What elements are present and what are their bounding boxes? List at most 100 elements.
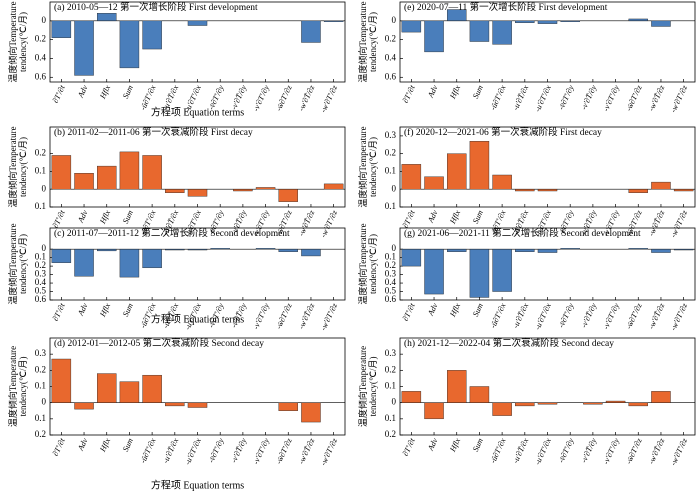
plot-frame: [49, 337, 346, 436]
x-tick-label: Sum: [471, 302, 485, 318]
panel-title: (b) 2011-02—2011-06 第一次衰减阶段 First decay: [54, 126, 253, 138]
bar: [119, 381, 140, 403]
x-tick-label: ∂T'/∂t: [401, 301, 417, 322]
y-tick-label: 0.5: [385, 286, 397, 296]
y-tick-label: 0.4: [35, 277, 47, 287]
y-axis-label: 温度倾向Temperature: [357, 346, 368, 427]
bar: [142, 155, 162, 190]
x-tick-label: -w'∂T̄/∂z: [647, 436, 667, 465]
panel-title: (h) 2021-12—2022-04 第二次衰减阶段 Second decay: [404, 337, 614, 349]
bar: [187, 20, 208, 26]
y-axis-label: 温度倾向Temperature: [7, 126, 18, 207]
x-tick-label: -ū∂T'/∂x: [138, 436, 158, 464]
bar: [469, 20, 490, 42]
y-tick-label: 0.1: [385, 166, 396, 176]
x-tick-label: -v'∂T'/∂y: [601, 301, 621, 330]
x-tick-label: Hflx: [448, 83, 463, 101]
y-axis-label: 温度倾向Temperature: [357, 126, 368, 207]
x-tick-label: -w'∂T'/∂z: [669, 83, 690, 114]
bar: [424, 20, 444, 53]
x-tick-label: -ū∂T'/∂x: [488, 436, 508, 464]
bar: [278, 248, 299, 252]
bar: [651, 181, 671, 190]
y-axis-label: 温度倾向Temperature: [357, 223, 368, 304]
x-tick-label: ∂T'/∂t: [401, 208, 417, 229]
x-tick-label: Sum: [471, 209, 485, 225]
x-tick-label: -w̄∂T'/∂z: [274, 301, 294, 330]
bar: [187, 189, 208, 197]
bar: [492, 248, 512, 292]
panel-title: (d) 2012-01—2012-05 第二次衰减阶段 Second decay: [54, 337, 264, 349]
bar: [469, 386, 490, 403]
bar: [651, 391, 671, 403]
bar: [628, 189, 649, 193]
y-tick-label: 0: [42, 243, 47, 253]
x-tick-label: Sum: [121, 437, 135, 453]
bar: [560, 20, 580, 22]
bar: [51, 155, 72, 190]
x-tick-label: -v'∂T'/∂y: [601, 83, 621, 112]
y-tick-label: 0: [392, 397, 397, 407]
bar: [628, 18, 649, 22]
bar: [51, 248, 72, 263]
bar: [424, 402, 444, 420]
bar: [560, 248, 580, 250]
panel-title: (e) 2020-07—11 第一次增长阶段 First development: [404, 1, 608, 13]
x-tick-label: Sum: [121, 302, 135, 318]
y-tick-label: 0.2: [35, 364, 46, 374]
bar: [255, 187, 276, 190]
bar: [447, 248, 467, 252]
bar: [119, 151, 140, 190]
bar: [628, 402, 649, 407]
bar: [51, 20, 72, 38]
bar: [447, 9, 467, 22]
y-tick-label: 0.1: [35, 413, 46, 423]
y-tick-label: 0.6: [35, 294, 47, 304]
x-tick-label: -u'∂T'/∂x: [183, 436, 203, 466]
bar: [447, 153, 467, 190]
bar: [142, 20, 162, 50]
x-tick-label: -w̄∂T'/∂z: [624, 301, 644, 330]
x-tick-label: Adv: [426, 436, 440, 452]
bar: [515, 189, 535, 192]
panel-title: (c) 2011-07—2011-12 第二次增长阶段 Second devel…: [54, 227, 290, 239]
bar: [469, 248, 490, 298]
x-tick-label: -w'∂T'/∂z: [669, 208, 690, 239]
bar: [96, 248, 117, 252]
x-tick-label: -v'∂T'/∂y: [251, 436, 271, 465]
y-axis-label: tendency(℃/月): [368, 356, 378, 416]
x-tick-label: -w'∂T̄/∂z: [297, 436, 317, 465]
bar: [119, 248, 140, 278]
bar: [323, 183, 344, 190]
x-tick-label: -w̄∂T'/∂z: [274, 436, 294, 465]
x-tick-label: Hflx: [98, 208, 113, 226]
y-tick-label: 0.2: [35, 34, 46, 44]
x-tick-label: Sum: [121, 209, 135, 225]
bar: [401, 391, 422, 403]
x-tick-label: Sum: [121, 84, 135, 100]
y-tick-label: 0.3: [35, 348, 47, 358]
x-tick-label: ∂T'/∂t: [51, 301, 67, 322]
bar: [401, 248, 422, 267]
bar: [469, 141, 490, 190]
x-tick-label: -v'∂T'/∂y: [601, 436, 621, 465]
y-tick-label: 0.3: [385, 130, 397, 140]
bar: [233, 189, 253, 192]
bar: [401, 164, 422, 190]
bar: [628, 248, 649, 250]
x-tick-label: -v'∂T'/∂y: [251, 83, 271, 112]
x-tick-label: -u'∂T̄/∂x: [511, 436, 531, 464]
x-tick-label: -w'∂T'/∂z: [669, 436, 690, 467]
y-tick-label: 0.4: [385, 53, 397, 63]
x-tick-label: -v'∂T̄/∂y: [579, 436, 598, 464]
x-tick-label: -v̄∂T'/∂y: [556, 436, 575, 464]
x-tick-label: Hflx: [448, 208, 463, 226]
panel: 0.20.100.1∂T'/∂t Adv Hflx Sum -ū∂T'/∂x -u'∂T̄…: [7, 126, 346, 239]
x-tick-label: -v'∂T'/∂y: [251, 301, 271, 330]
y-tick-label: 0.2: [35, 148, 46, 158]
x-tick-label: Hflx: [448, 436, 463, 454]
x-tick-label: ∂T'/∂t: [51, 83, 67, 104]
y-tick-label: 0: [42, 183, 47, 193]
x-tick-label: Hflx: [448, 301, 463, 319]
y-axis-label: tendency(℃/月): [368, 12, 378, 72]
